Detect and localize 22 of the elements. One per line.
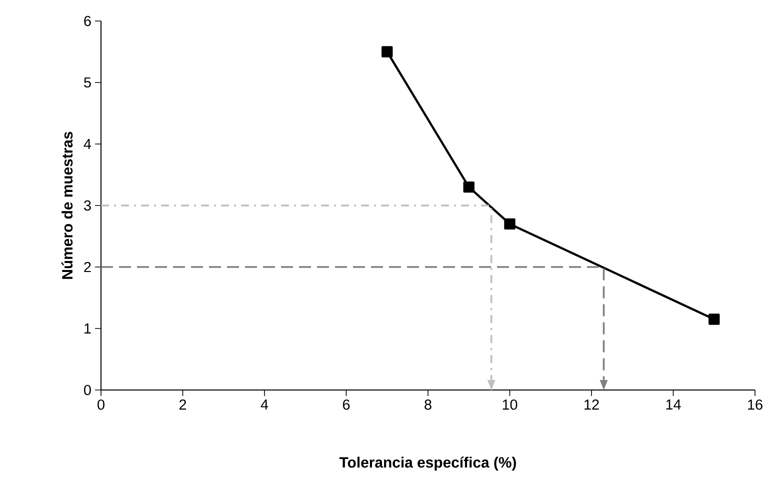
y-tick-label: 5 — [84, 77, 91, 88]
point — [708, 314, 720, 325]
y-tick-label: 0 — [84, 384, 91, 396]
x-axis-title: Tolerancia específica (%) — [339, 456, 516, 471]
point — [504, 218, 516, 230]
x-tick-label: 10 — [502, 400, 518, 410]
x-tick-label: 16 — [748, 400, 762, 410]
x-tick-label: 14 — [666, 400, 681, 410]
point — [463, 181, 474, 193]
x-tick-label: 4 — [260, 400, 268, 410]
x-tick-label: 12 — [584, 400, 599, 410]
x-tick-label: 6 — [342, 400, 350, 410]
y-tick-label: 2 — [84, 262, 91, 272]
y-axis-title: Número de muestras — [62, 132, 73, 279]
x-tick-label: 2 — [179, 400, 186, 410]
x-tick-label: 8 — [424, 400, 432, 410]
y-tick-label: 6 — [84, 16, 91, 26]
y-tick-label: 1 — [84, 324, 91, 334]
point — [382, 46, 393, 58]
y-tick-label: 3 — [84, 200, 91, 211]
y-tick-label: 4 — [84, 139, 92, 149]
x-tick-label: 0 — [98, 400, 104, 410]
